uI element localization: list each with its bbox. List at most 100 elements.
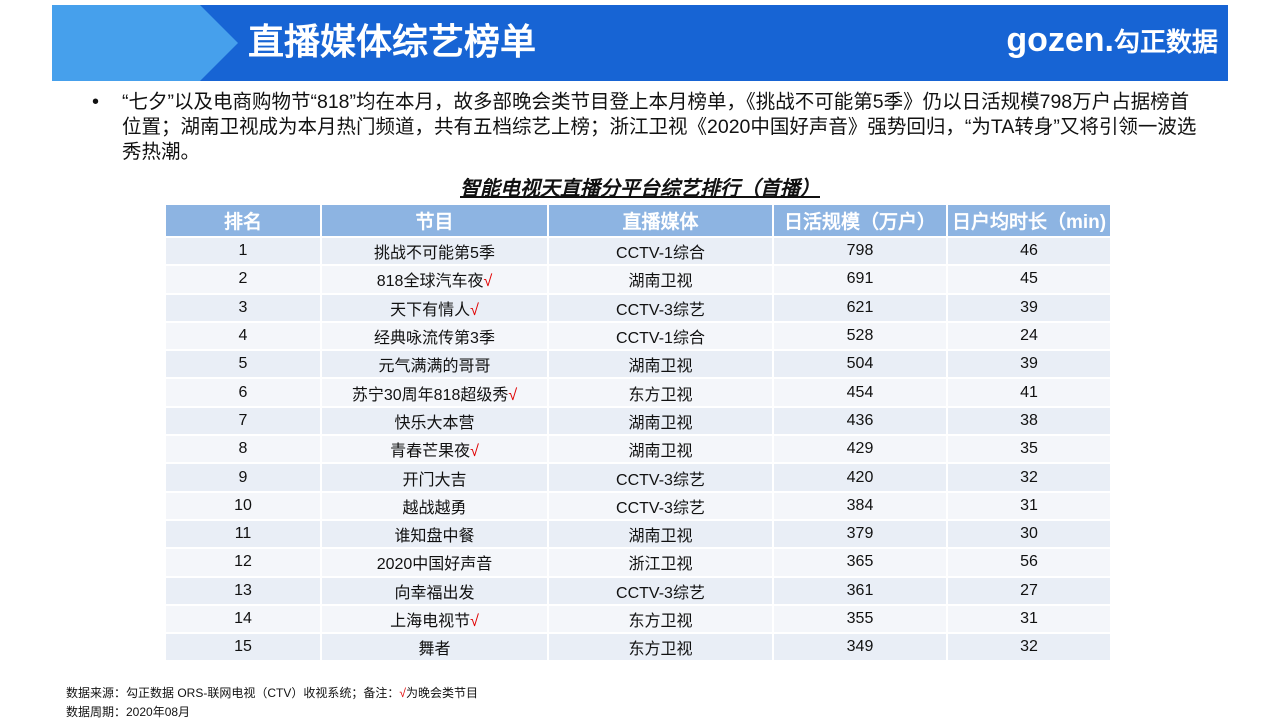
program: 向幸福出发 <box>394 584 475 602</box>
daily-active: 621 <box>774 294 946 321</box>
program: 快乐大本营 <box>394 414 475 432</box>
rank: 6 <box>166 379 320 406</box>
daily-active: 384 <box>774 492 946 519</box>
program-cell: 天下有情人√ <box>322 294 547 321</box>
table-row: 11 谁知盘中餐 湖南卫视 379 30 <box>166 520 1110 548</box>
program-cell: 谁知盘中餐 <box>322 520 547 548</box>
channel: 浙江卫视 <box>549 549 772 576</box>
rank: 12 <box>166 549 320 576</box>
channel: 湖南卫视 <box>549 520 772 548</box>
daily-active: 420 <box>774 464 946 491</box>
channel: CCTV-1综合 <box>549 322 772 350</box>
program: 经典咏流传第3季 <box>374 330 495 348</box>
evening-gala-mark: √ <box>483 273 493 291</box>
footer-source: 数据来源：勾正数据 ORS-联网电视（CTV）收视系统；备注：√为晚会类节目 <box>66 685 478 701</box>
table-row: 5 元气满满的哥哥 湖南卫视 504 39 <box>166 351 1110 378</box>
rank: 4 <box>166 322 320 350</box>
rank: 11 <box>166 520 320 548</box>
daily-active: 454 <box>774 379 946 406</box>
header-bg <box>52 5 1228 81</box>
daily-active: 365 <box>774 549 946 576</box>
program-cell: 挑战不可能第5季 <box>322 238 547 265</box>
column-header: 排名 <box>166 205 320 236</box>
table-row: 6 苏宁30周年818超级秀√ 东方卫视 454 41 <box>166 379 1110 406</box>
avg-minutes: 41 <box>948 379 1110 406</box>
rank: 7 <box>166 407 320 435</box>
program: 苏宁30周年818超级秀 <box>351 386 509 404</box>
column-header: 日户均时长（min) <box>948 205 1110 236</box>
program: 开门大吉 <box>402 471 467 489</box>
program-cell: 元气满满的哥哥 <box>322 351 547 378</box>
program-cell: 越战越勇 <box>322 492 547 519</box>
table-row: 14 上海电视节√ 东方卫视 355 31 <box>166 605 1110 633</box>
avg-minutes: 38 <box>948 407 1110 435</box>
avg-minutes: 45 <box>948 266 1110 293</box>
program: 青春芒果夜 <box>390 443 471 461</box>
table-row: 8 青春芒果夜√ 湖南卫视 429 35 <box>166 436 1110 463</box>
daily-active: 798 <box>774 238 946 265</box>
daily-active: 429 <box>774 436 946 463</box>
table-row: 9 开门大吉 CCTV-3综艺 420 32 <box>166 464 1110 491</box>
rank: 14 <box>166 605 320 633</box>
program: 越战越勇 <box>402 499 467 517</box>
avg-minutes: 46 <box>948 238 1110 265</box>
program: 天下有情人 <box>390 301 471 319</box>
evening-gala-mark: √ <box>470 613 479 630</box>
column-header: 节目 <box>322 205 547 236</box>
table-row: 2 818全球汽车夜√ 湖南卫视 691 45 <box>166 266 1110 293</box>
table-row: 4 经典咏流传第3季 CCTV-1综合 528 24 <box>166 322 1110 350</box>
avg-minutes: 30 <box>948 520 1110 548</box>
channel: 东方卫视 <box>549 379 772 406</box>
table-row: 10 越战越勇 CCTV-3综艺 384 31 <box>166 492 1110 519</box>
program: 2020中国好声音 <box>376 556 493 574</box>
header-chevron <box>52 5 238 81</box>
rank: 10 <box>166 492 320 519</box>
table-row: 1 挑战不可能第5季 CCTV-1综合 798 46 <box>166 238 1110 265</box>
table-row: 12 2020中国好声音 浙江卫视 365 56 <box>166 549 1110 576</box>
program-cell: 舞者 <box>322 634 547 661</box>
rank: 1 <box>166 238 320 265</box>
column-header: 直播媒体 <box>549 205 772 236</box>
channel: 湖南卫视 <box>549 266 772 293</box>
evening-gala-mark: √ <box>470 443 479 461</box>
daily-active: 349 <box>774 634 946 661</box>
avg-minutes: 27 <box>948 577 1110 604</box>
avg-minutes: 32 <box>948 634 1110 661</box>
rank: 2 <box>166 266 320 293</box>
daily-active: 691 <box>774 266 946 293</box>
summary: “七夕”以及电商购物节“818”均在本月，故多部晚会类节目登上本月榜单，《挑战不… <box>122 91 1197 163</box>
logo-en: gozen. <box>1006 21 1114 59</box>
daily-active: 436 <box>774 407 946 435</box>
program: 818全球汽车夜 <box>376 273 484 291</box>
rank: 15 <box>166 634 320 661</box>
program-cell: 上海电视节√ <box>322 605 547 633</box>
avg-minutes: 39 <box>948 351 1110 378</box>
channel: 东方卫视 <box>549 605 772 633</box>
program-cell: 向幸福出发 <box>322 577 547 604</box>
channel: CCTV-3综艺 <box>549 294 772 321</box>
program-cell: 快乐大本营 <box>322 407 547 435</box>
channel: 东方卫视 <box>549 634 772 661</box>
program: 挑战不可能第5季 <box>374 245 495 263</box>
channel: CCTV-3综艺 <box>549 577 772 604</box>
rank: 8 <box>166 436 320 463</box>
table-row: 15 舞者 东方卫视 349 32 <box>166 634 1110 661</box>
daily-active: 379 <box>774 520 946 548</box>
table-title: 智能电视天直播分平台综艺排行（首播） <box>460 178 820 200</box>
source: 数据来源：勾正数据 ORS-联网电视（CTV）收视系统；备注： <box>66 686 400 700</box>
rank: 5 <box>166 351 320 378</box>
avg-minutes: 24 <box>948 322 1110 350</box>
rank: 3 <box>166 294 320 321</box>
program: 元气满满的哥哥 <box>378 358 491 376</box>
ranking-table: 排名 节目 直播媒体 日活规模（万户） 日户均时长（min) 1 挑战不可能第5季 CCTV-… <box>164 203 1112 662</box>
avg-minutes: 39 <box>948 294 1110 321</box>
daily-active: 361 <box>774 577 946 604</box>
rank: 13 <box>166 577 320 604</box>
evening-gala-mark: √ <box>508 386 518 404</box>
footer-period: 数据周期：2020年08月 <box>66 705 191 719</box>
rank: 9 <box>166 464 320 491</box>
column-header: 日活规模（万户） <box>774 205 946 236</box>
bullet: • <box>92 91 100 113</box>
channel: 湖南卫视 <box>549 436 772 463</box>
